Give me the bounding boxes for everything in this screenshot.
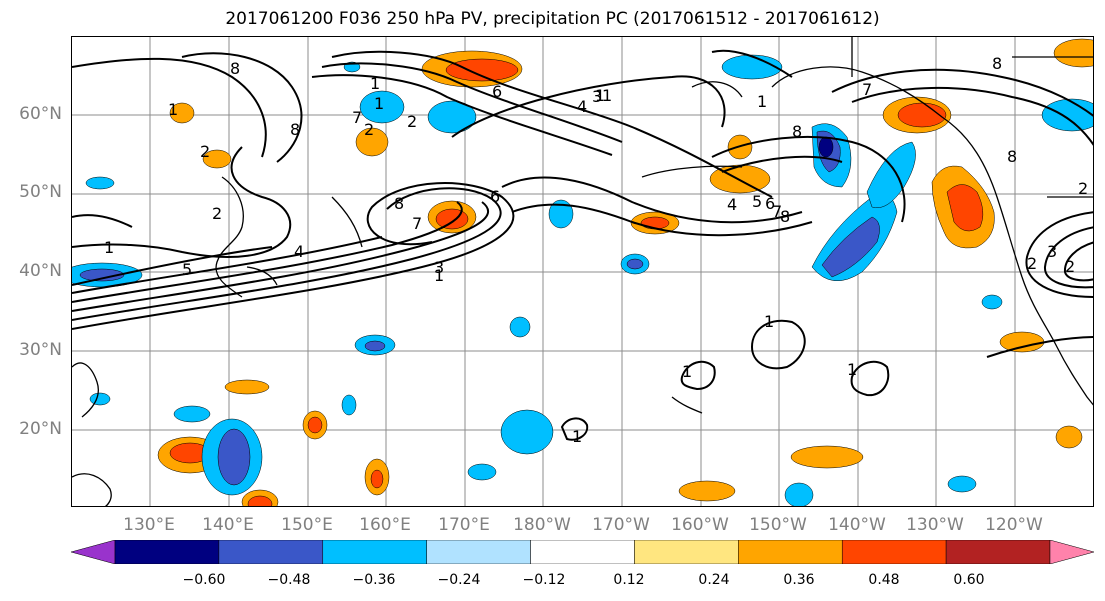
figure-title: 2017061200 F036 250 hPa PV, precipitatio… <box>225 9 880 29</box>
contour-label: 4 <box>294 242 304 261</box>
colorbar-tick-label: 0.36 <box>783 572 815 588</box>
colorbar-tick-label: −0.48 <box>267 572 311 588</box>
contour-label: 1 <box>434 266 444 285</box>
colorbar-segment <box>841 539 947 565</box>
colorbar-segment <box>530 539 635 565</box>
lon-label-150w: 150°W <box>749 515 807 535</box>
contour-label: 8 <box>230 59 240 78</box>
contour-labels: 8 1 6 2 1 1 2 8 7 3 8 2 1 8 6 7 1 2 1 5 … <box>104 54 1088 446</box>
lat-label-20n: 20°N <box>19 419 62 439</box>
lat-label-40n: 40°N <box>19 261 62 281</box>
colorbar-tick-label: −0.60 <box>182 572 226 588</box>
contour-label: 1 <box>572 427 582 446</box>
map-canvas: 8 1 6 2 1 1 2 8 7 3 8 2 1 8 6 7 1 2 1 5 … <box>72 37 1093 506</box>
contour-label: 2 <box>364 120 374 139</box>
colorbar <box>70 539 1095 568</box>
lon-label-170e: 170°E <box>438 515 490 535</box>
precip-negative-shading <box>72 54 1093 506</box>
colorbar-tick-label: −0.12 <box>522 572 566 588</box>
contour-label: 5 <box>752 192 762 211</box>
contour-label: 5 <box>182 260 192 279</box>
pv-contours <box>72 49 1093 441</box>
colorbar-extend-min <box>70 539 116 565</box>
lon-label-140e: 140°E <box>202 515 254 535</box>
contour-label: 8 <box>792 122 802 141</box>
lon-label-170w: 170°W <box>592 515 650 535</box>
contour-label: 7 <box>862 80 872 99</box>
colorbar-segment <box>322 539 427 565</box>
lat-label-30n: 30°N <box>19 340 62 360</box>
contour-label: 1 <box>682 362 692 381</box>
lon-label-150e: 150°E <box>281 515 333 535</box>
contour-label: 6 <box>490 187 500 206</box>
colorbar-extend-max <box>1049 539 1095 565</box>
colorbar-tick-label: 0.12 <box>613 572 645 588</box>
contour-label: 2 <box>407 112 417 131</box>
contour-label: 3 <box>434 258 444 277</box>
contour-label: 8 <box>394 194 404 213</box>
contour-label: 4 <box>727 195 737 214</box>
contour-label: 6 <box>492 82 502 101</box>
contour-label: 8 <box>992 54 1002 73</box>
colorbar-tick-label: 0.60 <box>953 572 985 588</box>
colorbar-tick-label: −0.24 <box>437 572 481 588</box>
contour-label: 1 <box>847 360 857 379</box>
contour-label: 8 <box>290 120 300 139</box>
colorbar-segment <box>634 539 739 565</box>
contour-label: 1 <box>374 94 384 113</box>
colorbar-tick-label: 0.48 <box>868 572 900 588</box>
contour-label: 8 <box>1007 147 1017 166</box>
contour-label: 7 <box>412 214 422 233</box>
contour-label: 1 <box>764 312 774 331</box>
contour-label: 1 <box>595 86 605 105</box>
map-panel: 8 1 6 2 1 1 2 8 7 3 8 2 1 8 6 7 1 2 1 5 … <box>71 36 1094 507</box>
colorbar-svg <box>70 539 1095 565</box>
contour-label: 2 <box>1065 257 1075 276</box>
lon-label-160w: 160°W <box>671 515 729 535</box>
lat-label-50n: 50°N <box>19 182 62 202</box>
lon-label-120w: 120°W <box>985 515 1043 535</box>
contour-label: 1 <box>602 86 612 105</box>
lon-label-140w: 140°W <box>828 515 886 535</box>
lon-label-180w: 180°W <box>513 515 571 535</box>
lon-label-130e: 130°E <box>123 515 175 535</box>
contour-label: 2 <box>1027 254 1037 273</box>
contour-label: 7 <box>352 108 362 127</box>
lon-label-130w: 130°W <box>906 515 964 535</box>
colorbar-segment <box>945 539 1051 565</box>
colorbar-segment <box>114 539 220 565</box>
coastlines <box>72 37 1093 506</box>
contour-label: 3 <box>592 87 602 106</box>
colorbar-segment <box>738 539 843 565</box>
colorbar-tick-label: 0.24 <box>698 572 730 588</box>
lon-label-160e: 160°E <box>359 515 411 535</box>
contour-label: 2 <box>1078 179 1088 198</box>
contour-label: 4 <box>577 97 587 116</box>
contour-label: 6 <box>765 194 775 213</box>
contour-label: 1 <box>168 100 178 119</box>
colorbar-segment <box>218 539 324 565</box>
contour-label: 2 <box>200 142 210 161</box>
colorbar-tick-label: −0.36 <box>352 572 396 588</box>
contour-label: 7 <box>772 202 782 221</box>
contour-label: 2 <box>212 204 222 223</box>
contour-label: 3 <box>1047 242 1057 261</box>
contour-label: 1 <box>370 74 380 93</box>
contour-label: 1 <box>104 238 114 257</box>
colorbar-segment <box>426 539 531 565</box>
contour-label: 8 <box>780 207 790 226</box>
contour-label: 1 <box>757 92 767 111</box>
lat-label-60n: 60°N <box>19 104 62 124</box>
